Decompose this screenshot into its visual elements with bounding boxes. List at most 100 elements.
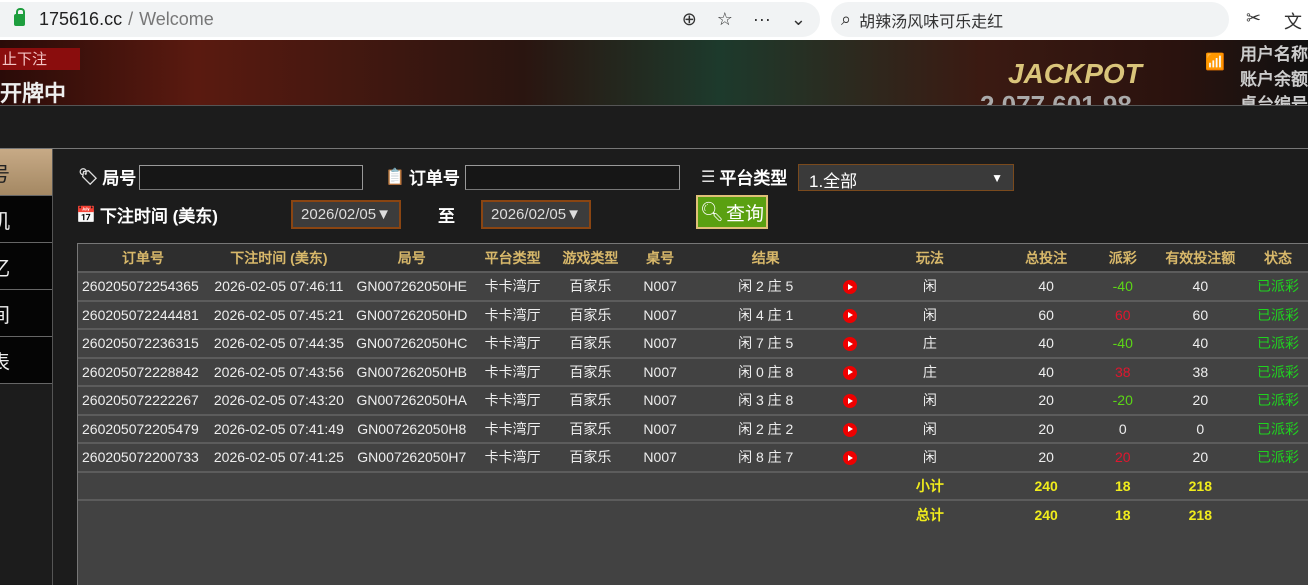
bet-time-label: 📅 下注时间 (美东) (76, 202, 218, 227)
table-cell: 闲 (860, 413, 1000, 443)
platform-select-value: 1.全部 (809, 172, 858, 191)
table-cell (207, 470, 350, 500)
lock-icon (14, 7, 25, 26)
scissors-icon[interactable]: ✂ (1246, 8, 1262, 28)
search-text: 胡辣汤风味可乐走红 (859, 13, 1004, 31)
tag-icon: 🏷 (78, 168, 99, 186)
sidebar-item-4[interactable]: 间 (0, 290, 52, 337)
play-video-icon[interactable] (843, 365, 858, 380)
table-cell: 闲 4 庄 1 (691, 299, 841, 329)
table-cell: 260205072228842 (78, 356, 208, 386)
round-label-text: 局号 (102, 169, 137, 188)
table-cell: 260205072236315 (78, 328, 208, 358)
stop-bet-label: 止下注 (0, 48, 80, 70)
dealing-label: 开牌中 (0, 81, 67, 105)
translate-icon[interactable]: 文 (1284, 12, 1302, 32)
table-cell: 60 (1152, 299, 1249, 329)
table-cell: 卡卡湾厅 (473, 271, 552, 301)
table-cell: 20 (1152, 442, 1249, 472)
table-cell (349, 499, 474, 529)
table-cell: 百家乐 (551, 356, 630, 386)
table-cell: 40 (1152, 271, 1249, 301)
table-cell: 2026-02-05 07:43:56 (207, 356, 350, 386)
table-cell: 60 (1092, 299, 1153, 329)
page-title: Welcome (139, 9, 214, 29)
platform-select[interactable]: 1.全部 ▼ (798, 164, 1014, 191)
wifi-icon: 📶 (1205, 54, 1225, 71)
column-header: 下注时间 (美东) (207, 244, 350, 272)
table-cell: 卡卡湾厅 (473, 413, 552, 443)
table-row: 260205072228842 2026-02-05 07:43:56 GN0072… (78, 356, 1308, 386)
table-cell: 38 (1092, 356, 1153, 386)
more-icon[interactable]: ··· (752, 9, 771, 29)
table-cell: 闲 0 庄 8 (691, 356, 841, 386)
play-video-icon[interactable] (843, 280, 858, 295)
query-button[interactable]: 🔍︎ 查询 (696, 195, 768, 229)
search-icon: ⌕ (841, 9, 852, 29)
play-video-icon[interactable] (843, 337, 858, 352)
table-cell: 已派彩 (1248, 442, 1308, 472)
table-cell (551, 499, 630, 529)
chevron-down-icon[interactable]: ⌄ (790, 9, 806, 29)
table-cell: 卡卡湾厅 (473, 442, 552, 472)
sidebar-item-3[interactable]: 忆 (0, 243, 52, 290)
sidebar-item-label: 机 (0, 205, 10, 234)
jackpot-label: JACKPOT (1008, 58, 1142, 89)
table-cell (349, 470, 474, 500)
star-icon[interactable]: ☆ (716, 9, 733, 29)
table-cell: 百家乐 (551, 328, 630, 358)
table-cell: 2026-02-05 07:43:20 (207, 385, 350, 415)
date-to-select[interactable]: 2026/02/05▼ (481, 200, 591, 229)
table-cell: 闲 (860, 442, 1000, 472)
add-to-home-icon[interactable]: ⊕ (681, 9, 697, 29)
table-cell: 2026-02-05 07:41:49 (207, 413, 350, 443)
search-box[interactable]: ⌕ 胡辣汤风味可乐走红 (831, 2, 1229, 37)
table-cell: 卡卡湾厅 (473, 299, 552, 329)
table-cell: 20 (999, 385, 1093, 415)
table-cell (78, 499, 208, 529)
table-cell: 260205072244481 (78, 299, 208, 329)
table-cell: N007 (629, 385, 692, 415)
bet-time-label-text: 下注时间 (美东) (99, 207, 218, 226)
table-row: 260205072222267 2026-02-05 07:43:20 GN0072… (78, 385, 1308, 415)
table-cell: 已派彩 (1248, 413, 1308, 443)
table-cell: 260205072205479 (78, 413, 208, 443)
play-video-icon[interactable] (843, 422, 858, 437)
table-cell: 260205072254365 (78, 271, 208, 301)
date-from-select[interactable]: 2026/02/05▼ (291, 200, 401, 229)
sidebar-item-label: 间 (0, 299, 10, 328)
table-cell: GN007262050HE (349, 271, 474, 301)
table-cell: 百家乐 (551, 271, 630, 301)
table-cell: GN007262050H7 (349, 442, 474, 472)
table-cell: 庄 (860, 328, 1000, 358)
table-cell (840, 499, 861, 529)
divider (0, 148, 1308, 149)
url-separator: / (128, 9, 134, 29)
column-header: 有效投注额 (1152, 244, 1249, 272)
table-row: 260205072244481 2026-02-05 07:45:21 GN0072… (78, 299, 1308, 329)
order-label: 📋 订单号 (385, 164, 460, 189)
play-video-icon[interactable] (843, 451, 858, 466)
table-cell (78, 470, 208, 500)
table-row: 260205072200733 2026-02-05 07:41:25 GN0072… (78, 442, 1308, 472)
table-cell (473, 499, 552, 529)
sidebar-item-label: 号 (0, 158, 10, 187)
sidebar-item-2[interactable]: 机 (0, 196, 52, 243)
table-cell (629, 470, 692, 500)
table-cell: 闲 7 庄 5 (691, 328, 841, 358)
table-cell: GN007262050HD (349, 299, 474, 329)
table-cell: GN007262050H8 (349, 413, 474, 443)
table-cell: 40 (999, 356, 1093, 386)
bet-record-panel: 号 机 忆 间 表 🏷局号 📋订单号 ☰平台类型 1.全部▼ 📅下注时间 (美东… (0, 105, 1308, 585)
round-input[interactable] (139, 165, 363, 190)
order-label-text: 订单号 (408, 169, 460, 188)
table-cell: 卡卡湾厅 (473, 356, 552, 386)
order-input[interactable] (465, 165, 680, 190)
address-bar[interactable]: 175616.cc / Welcome ⊕ ☆ ··· ⌄ (0, 2, 820, 37)
table-cell: 已派彩 (1248, 271, 1308, 301)
sidebar-item-5[interactable]: 表 (0, 337, 52, 384)
sidebar-item-1[interactable]: 号 (0, 149, 52, 196)
play-video-icon[interactable] (843, 308, 858, 323)
table-cell: 百家乐 (551, 385, 630, 415)
play-video-icon[interactable] (843, 394, 858, 409)
